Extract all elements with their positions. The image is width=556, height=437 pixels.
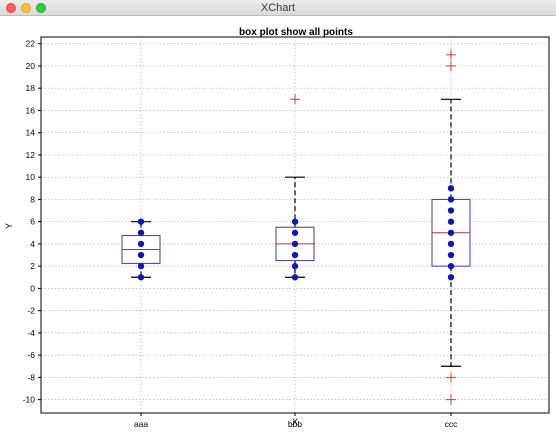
data-point [447, 240, 455, 248]
y-tick-label: -8 [27, 372, 35, 382]
chart-panel: box plot show all points -10 -8 -6 -4 -2 0 2 4 6… [0, 16, 556, 432]
window-title: XChart [260, 2, 296, 14]
window-titlebar[interactable]: XChart [0, 0, 556, 16]
outlier-marker [446, 372, 456, 383]
x-tick-label: aaa [134, 419, 148, 429]
outlier-marker [446, 49, 456, 60]
x-axis-label: X [292, 417, 298, 427]
data-point [137, 251, 145, 259]
y-tick-label: 6 [30, 217, 35, 227]
data-point [291, 218, 299, 225]
data-point [137, 274, 145, 281]
x-tick-label: bbb [288, 419, 302, 429]
y-tick-label: -6 [27, 350, 35, 360]
data-point [447, 196, 455, 203]
box-group-aaa [121, 218, 161, 281]
data-point [447, 207, 455, 214]
y-tick-label: 0 [30, 283, 35, 293]
data-point [291, 229, 299, 236]
y-tick-label: -10 [23, 395, 36, 405]
outlier-marker [446, 60, 456, 71]
data-point [291, 274, 299, 281]
data-point [447, 229, 455, 236]
data-point [291, 240, 299, 248]
y-tick-label: 18 [26, 83, 36, 93]
data-point [447, 185, 455, 192]
y-tick-label: 8 [30, 194, 35, 204]
y-tick-label: -4 [27, 328, 35, 338]
data-point [447, 218, 455, 225]
y-tick-label: -2 [27, 306, 35, 316]
box-group-bbb [275, 94, 315, 281]
outlier-marker [446, 394, 456, 405]
y-axis-label: Y [4, 223, 14, 229]
data-point [447, 262, 455, 270]
axes: -10 -8 -6 -4 -2 0 2 4 6 8 10 12 14 16 18 20 22 aaa bbb ccc [23, 39, 458, 429]
y-tick-label: 12 [26, 150, 36, 160]
data-point [447, 274, 455, 281]
data-point [447, 251, 455, 259]
data-point [291, 251, 299, 259]
box-plot-chart: box plot show all points -10 -8 -6 -4 -2 0 2 4 6… [4, 27, 550, 429]
zoom-window-button[interactable] [36, 3, 46, 13]
plot-frame [40, 36, 550, 414]
data-point [137, 229, 145, 236]
y-tick-label: 22 [26, 39, 36, 49]
data-point [137, 262, 145, 270]
data-point [137, 240, 145, 248]
y-tick-label: 16 [26, 105, 36, 115]
data-point [291, 262, 299, 270]
box-group-ccc [431, 49, 471, 405]
grid-lines [41, 37, 549, 413]
data-point [137, 218, 145, 225]
chart-title: box plot show all points [239, 27, 353, 38]
y-tick-label: 2 [30, 261, 35, 271]
y-tick-label: 4 [30, 239, 35, 249]
y-tick-label: 14 [26, 128, 36, 138]
boxes [121, 49, 471, 405]
y-tick-label: 20 [26, 61, 36, 71]
outlier-marker [290, 94, 300, 105]
minimize-window-button[interactable] [21, 3, 31, 13]
y-tick-label: 10 [26, 172, 36, 182]
close-window-button[interactable] [6, 3, 16, 13]
x-tick-label: ccc [445, 419, 459, 429]
